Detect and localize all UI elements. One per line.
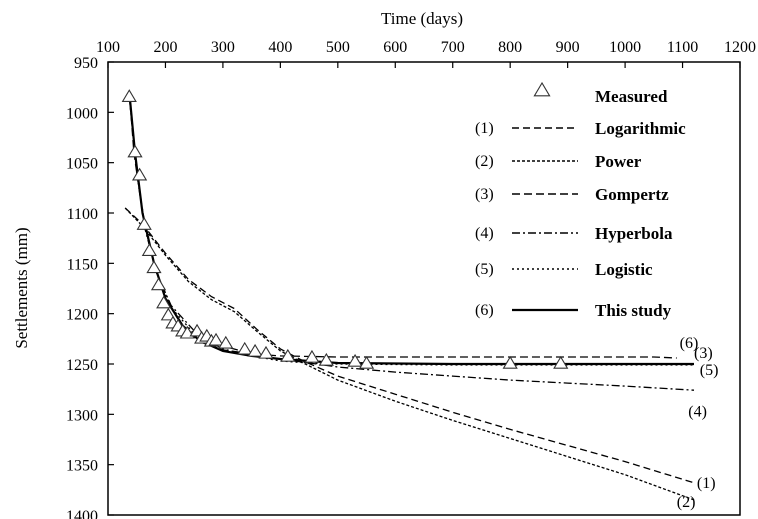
legend-number: (4) bbox=[475, 225, 494, 242]
curve-label: (6) bbox=[680, 335, 699, 352]
measured-point bbox=[150, 277, 167, 291]
legend-label: Hyperbola bbox=[595, 224, 673, 243]
curve-label: (3) bbox=[694, 345, 713, 362]
legend-label: Logarithmic bbox=[595, 119, 686, 138]
y-tick-label: 1350 bbox=[66, 458, 98, 475]
measured-point bbox=[127, 144, 143, 158]
curve-end-labels: (1)(2) (3) (4) (5)(6) bbox=[677, 335, 719, 511]
measured-point bbox=[280, 348, 296, 362]
x-tick-label: 700 bbox=[441, 39, 465, 56]
curve-label: (4) bbox=[688, 403, 707, 420]
curve-power bbox=[124, 207, 695, 501]
y-axis-ticks: 950 1000 1050 1100 1150 1200 1250 1300 1350 1400 bbox=[66, 55, 114, 519]
measured-point bbox=[146, 260, 162, 274]
curve-label: (1) bbox=[697, 475, 716, 492]
curve-label: (5) bbox=[700, 362, 719, 379]
legend-number: (6) bbox=[475, 302, 494, 319]
measured-point bbox=[156, 295, 172, 309]
x-axis-ticks: 100 200 300 400 500 600 700 800 900 1000 1100 1200 bbox=[96, 39, 756, 68]
measured-point bbox=[304, 349, 320, 363]
legend-label: Logistic bbox=[595, 260, 653, 279]
measured-point bbox=[160, 307, 176, 321]
legend-label: This study bbox=[595, 301, 672, 320]
legend-label: Power bbox=[595, 152, 642, 171]
measured-point bbox=[208, 332, 224, 346]
legend-measured-marker bbox=[533, 81, 551, 97]
y-tick-label: 950 bbox=[74, 55, 98, 72]
x-tick-label: 900 bbox=[556, 39, 580, 56]
measured-point bbox=[141, 243, 157, 257]
legend-number: (2) bbox=[475, 153, 494, 170]
y-tick-label: 1050 bbox=[66, 156, 98, 173]
legend-number: (1) bbox=[475, 120, 494, 137]
measured-point bbox=[258, 345, 274, 359]
y-tick-label: 1150 bbox=[67, 256, 98, 273]
measured-point bbox=[136, 217, 152, 230]
x-tick-label: 1000 bbox=[609, 39, 641, 56]
curve-label: (2) bbox=[677, 494, 696, 511]
measured-point bbox=[237, 341, 253, 355]
measured-markers bbox=[121, 89, 569, 369]
plot-frame bbox=[107, 61, 741, 516]
measured-point bbox=[247, 343, 263, 357]
y-tick-label: 1250 bbox=[66, 357, 98, 374]
curve-logarithmic bbox=[124, 207, 695, 484]
legend-number: (3) bbox=[475, 186, 494, 203]
measured-point bbox=[502, 355, 518, 369]
x-tick-label: 500 bbox=[326, 39, 350, 56]
measured-point bbox=[347, 353, 363, 367]
legend-number: (5) bbox=[475, 261, 494, 278]
x-tick-label: 400 bbox=[268, 39, 292, 56]
x-tick-label: 800 bbox=[498, 39, 522, 56]
x-tick-label: 600 bbox=[383, 39, 407, 56]
x-tick-label: 1200 bbox=[724, 39, 756, 56]
x-tick-label: 300 bbox=[211, 39, 235, 56]
measured-point bbox=[358, 355, 375, 369]
x-tick-label: 200 bbox=[153, 39, 177, 56]
y-axis-title: Settlements (mm) bbox=[12, 227, 31, 348]
y-tick-label: 1200 bbox=[66, 307, 98, 324]
x-tick-label: 1100 bbox=[667, 39, 698, 56]
measured-point bbox=[318, 352, 334, 366]
y-tick-label: 1100 bbox=[67, 206, 98, 223]
y-tick-label: 1000 bbox=[66, 105, 98, 122]
measured-point bbox=[218, 335, 234, 349]
y-tick-label: 1300 bbox=[66, 407, 98, 424]
legend-label: Measured bbox=[595, 87, 668, 106]
x-axis-title: Time (days) bbox=[381, 9, 463, 28]
legend: Measured (1) Logarithmic (2) Power (3) Gompert… bbox=[475, 81, 686, 320]
y-tick-label: 1400 bbox=[66, 508, 98, 519]
measured-point bbox=[553, 355, 569, 369]
legend-label: Gompertz bbox=[595, 185, 669, 204]
measured-point bbox=[131, 167, 148, 181]
x-tick-label: 100 bbox=[96, 39, 120, 56]
measured-point bbox=[121, 89, 137, 102]
